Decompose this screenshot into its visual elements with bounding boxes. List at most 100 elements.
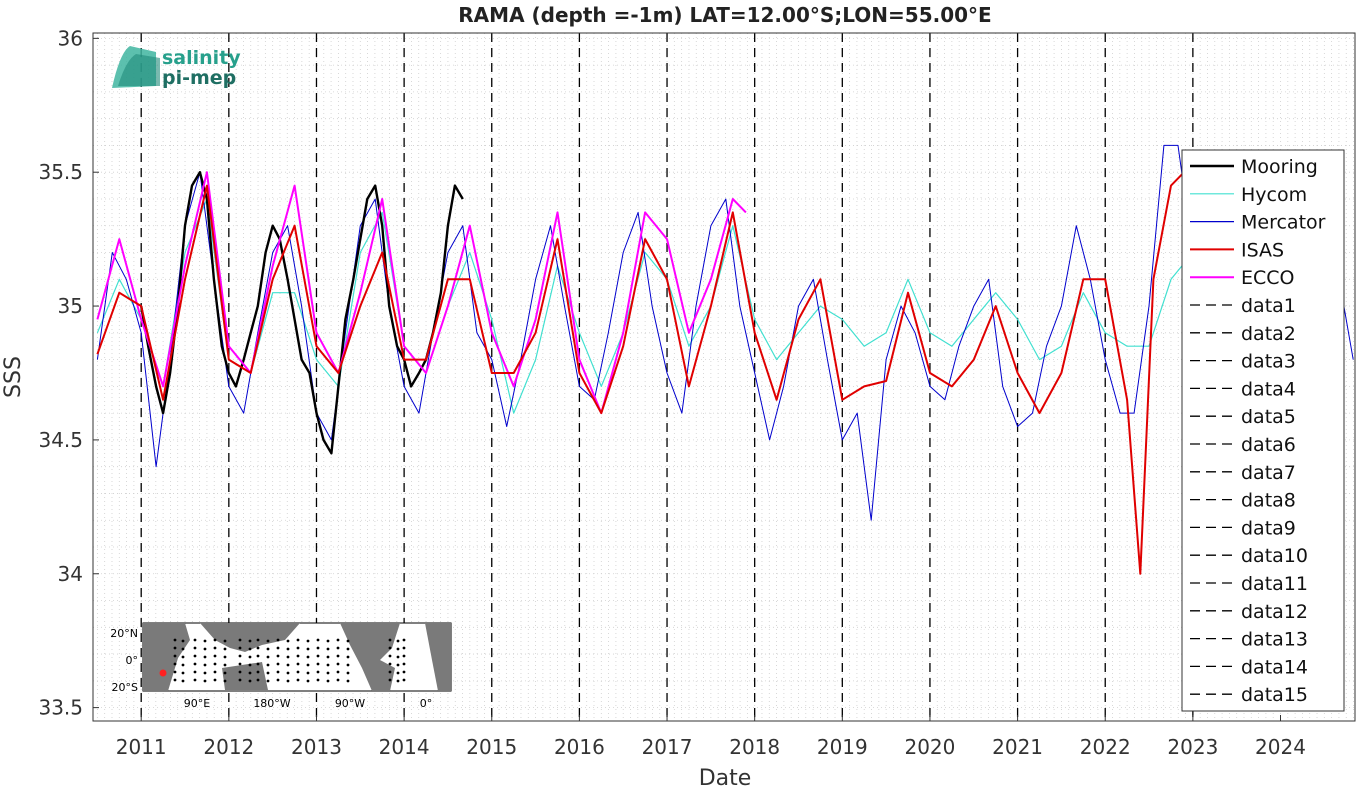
inset-west-africa (425, 623, 451, 691)
inset-buoy-dot (306, 639, 310, 643)
chart-title: RAMA (depth =-1m) LAT=12.00°S;LON=55.00°… (458, 3, 991, 27)
inset-buoy-dot (396, 663, 400, 667)
inset-buoy-dot (276, 654, 280, 658)
legend-label: data4 (1241, 378, 1296, 400)
legend-label: data9 (1241, 517, 1296, 539)
inset-buoy-dot (296, 670, 300, 674)
inset-buoy-dot (181, 679, 185, 683)
y-tick-label: 33.5 (38, 696, 83, 720)
inset-buoy-dot (402, 654, 406, 658)
inset-buoy-dot (276, 638, 280, 642)
x-tick-label: 2018 (729, 735, 780, 759)
inset-buoy-dot (193, 670, 197, 674)
inset-buoy-dot (266, 679, 270, 683)
inset-buoy-dot (213, 678, 217, 682)
legend-label: ECCO (1241, 267, 1295, 289)
inset-buoy-dot (203, 679, 207, 683)
legend-label: data12 (1241, 601, 1308, 623)
inset-buoy-dot (316, 662, 320, 666)
inset-buoy-dot (276, 646, 280, 650)
inset-lon-90e: 90°E (184, 697, 210, 710)
logo-line2: pi-mep (162, 67, 236, 89)
inset-buoy-dot (248, 663, 252, 667)
inset-buoy-dot (181, 655, 185, 659)
inset-buoy-dot (248, 647, 252, 651)
legend-label: Hycom (1241, 184, 1307, 206)
legend-label: data1 (1241, 295, 1296, 317)
inset-buoy-dot (326, 647, 330, 651)
inset-buoy-dot (402, 638, 406, 642)
inset-buoy-dot (296, 638, 300, 642)
inset-buoy-dot (306, 647, 310, 651)
inset-africa (143, 623, 190, 691)
inset-buoy-dot (238, 638, 242, 642)
inset-buoy-dot (256, 670, 260, 674)
series-lines (96, 144, 1354, 575)
inset-buoy-dot (306, 663, 310, 667)
inset-buoy-dot (388, 670, 392, 674)
inset-lat-20n: 20°N (110, 627, 138, 640)
inset-buoy-dot (346, 663, 350, 667)
legend-label: ISAS (1241, 239, 1284, 261)
x-tick-label: 2024 (1255, 735, 1306, 759)
inset-buoy-dot (223, 639, 227, 643)
inset-buoy-dot (326, 663, 330, 667)
inset-buoy-dot (286, 639, 290, 643)
inset-buoy-dot (238, 662, 242, 666)
inset-buoy-dot (316, 670, 320, 674)
inset-buoy-dot (173, 662, 177, 666)
inset-lon-180w: 180°W (253, 697, 290, 710)
inset-buoy-dot (316, 678, 320, 682)
inset-buoy-dot (388, 646, 392, 650)
series-line-ecco (96, 171, 747, 415)
inset-lat-0: 0° (126, 654, 139, 667)
legend-label: data13 (1241, 629, 1308, 651)
inset-buoy-dot (336, 670, 340, 674)
inset-buoy-dot (248, 655, 252, 659)
inset-buoy-dot (173, 638, 177, 642)
inset-buoy-dot (238, 670, 242, 674)
inset-buoy-dot (396, 647, 400, 651)
inset-station-marker (159, 669, 167, 677)
legend-label: Mooring (1241, 156, 1318, 178)
inset-buoy-dot (256, 646, 260, 650)
x-tick-label: 2019 (817, 735, 868, 759)
inset-buoy-dot (346, 647, 350, 651)
inset-buoy-dot (223, 679, 227, 683)
inset-buoy-dot (396, 655, 400, 659)
logo-wave-icon-2 (118, 54, 160, 86)
x-axis: 2011 2012 2013 2014 2015 2016 2017 2018 2019 2020… (116, 715, 1306, 759)
legend-label: data6 (1241, 434, 1296, 456)
inset-buoy-dot (296, 654, 300, 658)
inset-asia (200, 623, 300, 652)
inset-buoy-dot (193, 638, 197, 642)
legend-label: data15 (1241, 684, 1308, 706)
y-tick-label: 35.5 (38, 160, 83, 184)
inset-buoy-dot (388, 678, 392, 682)
inset-buoy-dot (266, 663, 270, 667)
inset-buoy-dot (388, 662, 392, 666)
inset-buoy-dot (173, 646, 177, 650)
inset-buoy-dot (238, 678, 242, 682)
legend-label: data14 (1241, 656, 1308, 678)
inset-buoy-dot (296, 678, 300, 682)
inset-buoy-dot (396, 639, 400, 643)
inset-buoy-dot (326, 639, 330, 643)
inset-buoy-dot (402, 646, 406, 650)
inset-buoy-dot (388, 638, 392, 642)
x-tick-label: 2012 (203, 735, 254, 759)
inset-australia (222, 662, 268, 690)
inset-lat-20s: 20°S (112, 681, 138, 694)
x-axis-label: Date (699, 766, 752, 790)
logo-line1: salinity (162, 47, 241, 69)
y-axis: 33.5 34 34.5 35 35.5 36 (38, 26, 99, 720)
inset-buoy-dot (203, 647, 207, 651)
series-line-mercator (96, 144, 1354, 521)
inset-buoy-dot (286, 655, 290, 659)
inset-buoy-dot (173, 678, 177, 682)
inset-buoy-dot (276, 670, 280, 674)
inset-buoy-dot (203, 655, 207, 659)
inset-buoy-dot (286, 679, 290, 683)
legend-label: Mercator (1241, 212, 1326, 234)
